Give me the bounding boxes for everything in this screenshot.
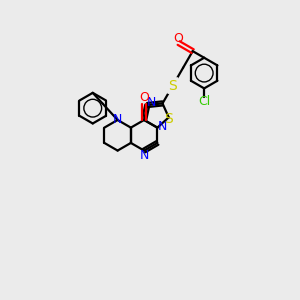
- Text: N: N: [158, 120, 167, 133]
- Text: Cl: Cl: [198, 95, 210, 108]
- Text: N: N: [113, 113, 122, 126]
- Text: S: S: [168, 79, 177, 93]
- Text: N: N: [147, 96, 156, 109]
- Text: N: N: [140, 149, 149, 162]
- Text: S: S: [164, 112, 173, 126]
- Text: O: O: [139, 92, 149, 104]
- Text: O: O: [174, 32, 184, 45]
